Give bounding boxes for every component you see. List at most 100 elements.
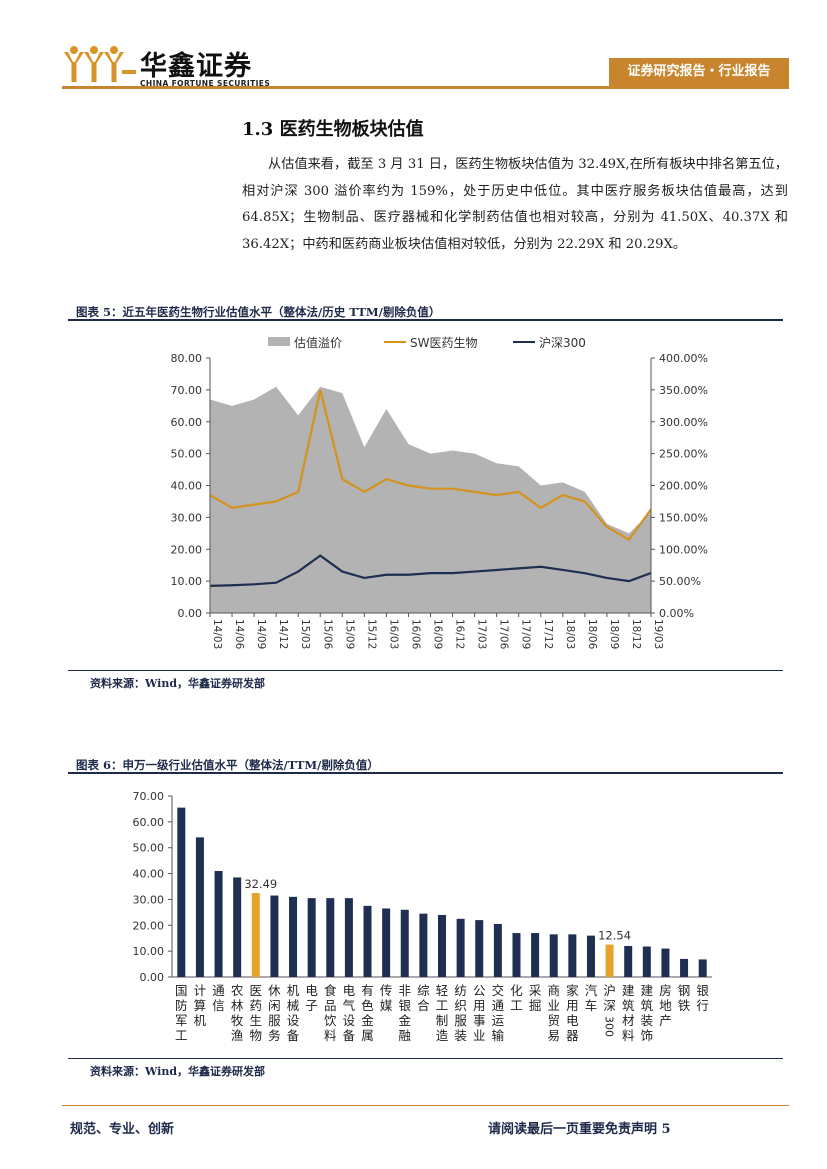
legend-swatch-0 (268, 337, 290, 346)
x-tick-label: 14/09 (255, 619, 267, 649)
x-category-label: 食品饮料 (324, 983, 337, 1043)
bar-国防军工 (177, 807, 186, 977)
x-category-label: 电气设备 (343, 983, 356, 1043)
bar-电子 (307, 898, 316, 977)
y-right-tick-label: 350.00% (659, 384, 708, 397)
y-tick-label: 40.00 (133, 868, 165, 881)
x-category-label: 采掘 (529, 983, 542, 1013)
bar-汽车 (586, 935, 595, 977)
y-tick-label: 0.00 (140, 971, 165, 984)
figure5-top-rule (68, 319, 783, 321)
y-tick-label: 20.00 (133, 919, 165, 932)
x-tick-label: 16/12 (454, 619, 466, 649)
y-left-tick-label: 20.00 (171, 543, 203, 556)
x-category-label: 钢铁 (678, 983, 691, 1013)
x-category-label: 交通运输 (492, 983, 505, 1043)
bar-医药生物 (251, 892, 260, 977)
y-right-tick-label: 50.00% (659, 575, 701, 588)
bar-农林牧渔 (233, 877, 242, 977)
x-tick-label: 17/12 (542, 619, 554, 649)
valuation-history-chart: 估值溢价 SW医药生物 沪深300 0.00 10.00 20.00 30.00 40.00 5… (171, 335, 708, 650)
y-left-tick-label: 70.00 (171, 384, 203, 397)
x-tick-label: 17/06 (498, 619, 510, 650)
x-category-label: 化工 (510, 983, 523, 1013)
bar-商业贸易 (549, 934, 558, 977)
y-tick-label: 70.00 (133, 790, 165, 803)
bar-纺织服装 (456, 918, 465, 977)
y-right-tick-label: 300.00% (659, 416, 708, 429)
y-right-tick-label: 100.00% (659, 543, 708, 556)
report-tag: 证券研究报告・行业报告 (609, 58, 789, 86)
x-category-label: 沪深 (603, 983, 616, 1013)
bar-食品饮料 (326, 898, 335, 977)
bar-综合 (419, 913, 428, 977)
x-tick-label: 17/09 (520, 619, 532, 649)
x-category-label: 有色金属 (361, 983, 374, 1043)
bar-房地产 (661, 948, 670, 977)
x-tick-label: 18/03 (564, 619, 576, 649)
bar-data-label: 32.49 (244, 877, 277, 891)
x-category-label: 电子 (305, 983, 318, 1013)
footer-slogan: 规范、专业、创新 (70, 1122, 175, 1137)
figure5-source: 资料来源：Wind，华鑫证券研发部 (90, 677, 266, 690)
x-category-label: 房地产 (659, 983, 672, 1028)
x-category-label: 非银金融 (399, 983, 412, 1043)
x-tick-label: 14/12 (277, 619, 289, 649)
bar-非银金融 (400, 909, 409, 977)
x-tick-label: 15/06 (321, 619, 333, 650)
section-title: 1.3 医药生物板块估值 (242, 119, 424, 140)
y-tick-label: 30.00 (133, 893, 165, 906)
x-tick-label: 16/03 (387, 619, 399, 649)
figure5-bottom-rule (68, 670, 783, 671)
x-category-label: 综合 (417, 983, 430, 1013)
x-category-label: 计算机 (194, 983, 207, 1028)
y-tick-label: 50.00 (133, 842, 165, 855)
y-right-tick-label: 200.00% (659, 480, 708, 493)
legend-label: 估值溢价 (294, 335, 342, 350)
x-category-label: 医药生物 (250, 983, 263, 1043)
bar-家用电器 (568, 934, 577, 977)
x-tick-label: 19/03 (652, 619, 664, 649)
x-tick-label: 14/03 (211, 619, 223, 649)
x-category-label: 通信 (212, 983, 225, 1013)
x-category-label: 建筑材料 (622, 983, 635, 1043)
y-right-tick-label: 0.00% (659, 607, 694, 620)
y-left-tick-label: 10.00 (171, 575, 203, 588)
x-category-label: 休闲服务 (268, 983, 281, 1043)
figure6-title: 图表 6：申万一级行业估值水平（整体法/TTM/剔除负值） (76, 758, 379, 772)
bar-沪深300 (605, 944, 614, 977)
y-right-tick-label: 250.00% (659, 448, 708, 461)
series-area-premium (210, 386, 651, 613)
company-logo (62, 42, 138, 86)
bar-data-label: 12.54 (598, 929, 631, 943)
legend-label: SW医药生物 (410, 336, 477, 350)
bar-公用事业 (475, 920, 484, 977)
bar-建筑材料 (624, 945, 633, 977)
x-tick-label: 16/09 (432, 619, 444, 649)
industry-valuation-bar-chart: 0.00 10.00 20.00 30.00 40.00 50.00 60.00 70.00 国… (133, 790, 712, 1043)
x-tick-label: 16/06 (409, 619, 421, 650)
bar-轻工制造 (438, 914, 446, 977)
x-tick-label: 18/09 (608, 619, 620, 649)
x-category-label: 轻工制造 (436, 983, 449, 1043)
bar-银行 (698, 959, 707, 977)
x-tick-label: 14/06 (233, 619, 245, 650)
legend-label: 沪深300 (539, 336, 586, 350)
bar-采掘 (531, 933, 540, 977)
company-name: 华鑫证券 (140, 51, 252, 82)
x-tick-label: 15/03 (299, 619, 311, 649)
footer-disclaimer: 请阅读最后一页重要免责声明 5 (488, 1122, 671, 1137)
footer-divider (62, 1105, 789, 1106)
x-category-label: 农林牧渔 (231, 983, 244, 1043)
x-category-label: 机械设备 (287, 983, 300, 1043)
x-category-label: 汽车 (585, 983, 598, 1013)
bar-有色金属 (363, 905, 372, 977)
bar-通信 (214, 870, 223, 977)
bar-化工 (512, 933, 521, 977)
bar-机械设备 (289, 896, 298, 977)
x-category-label: 银行 (696, 983, 709, 1013)
bar-休闲服务 (270, 895, 279, 977)
header-divider (62, 86, 789, 89)
x-category-label: 家用电器 (566, 983, 579, 1043)
x-category-label-digits: 300 (603, 1016, 616, 1037)
